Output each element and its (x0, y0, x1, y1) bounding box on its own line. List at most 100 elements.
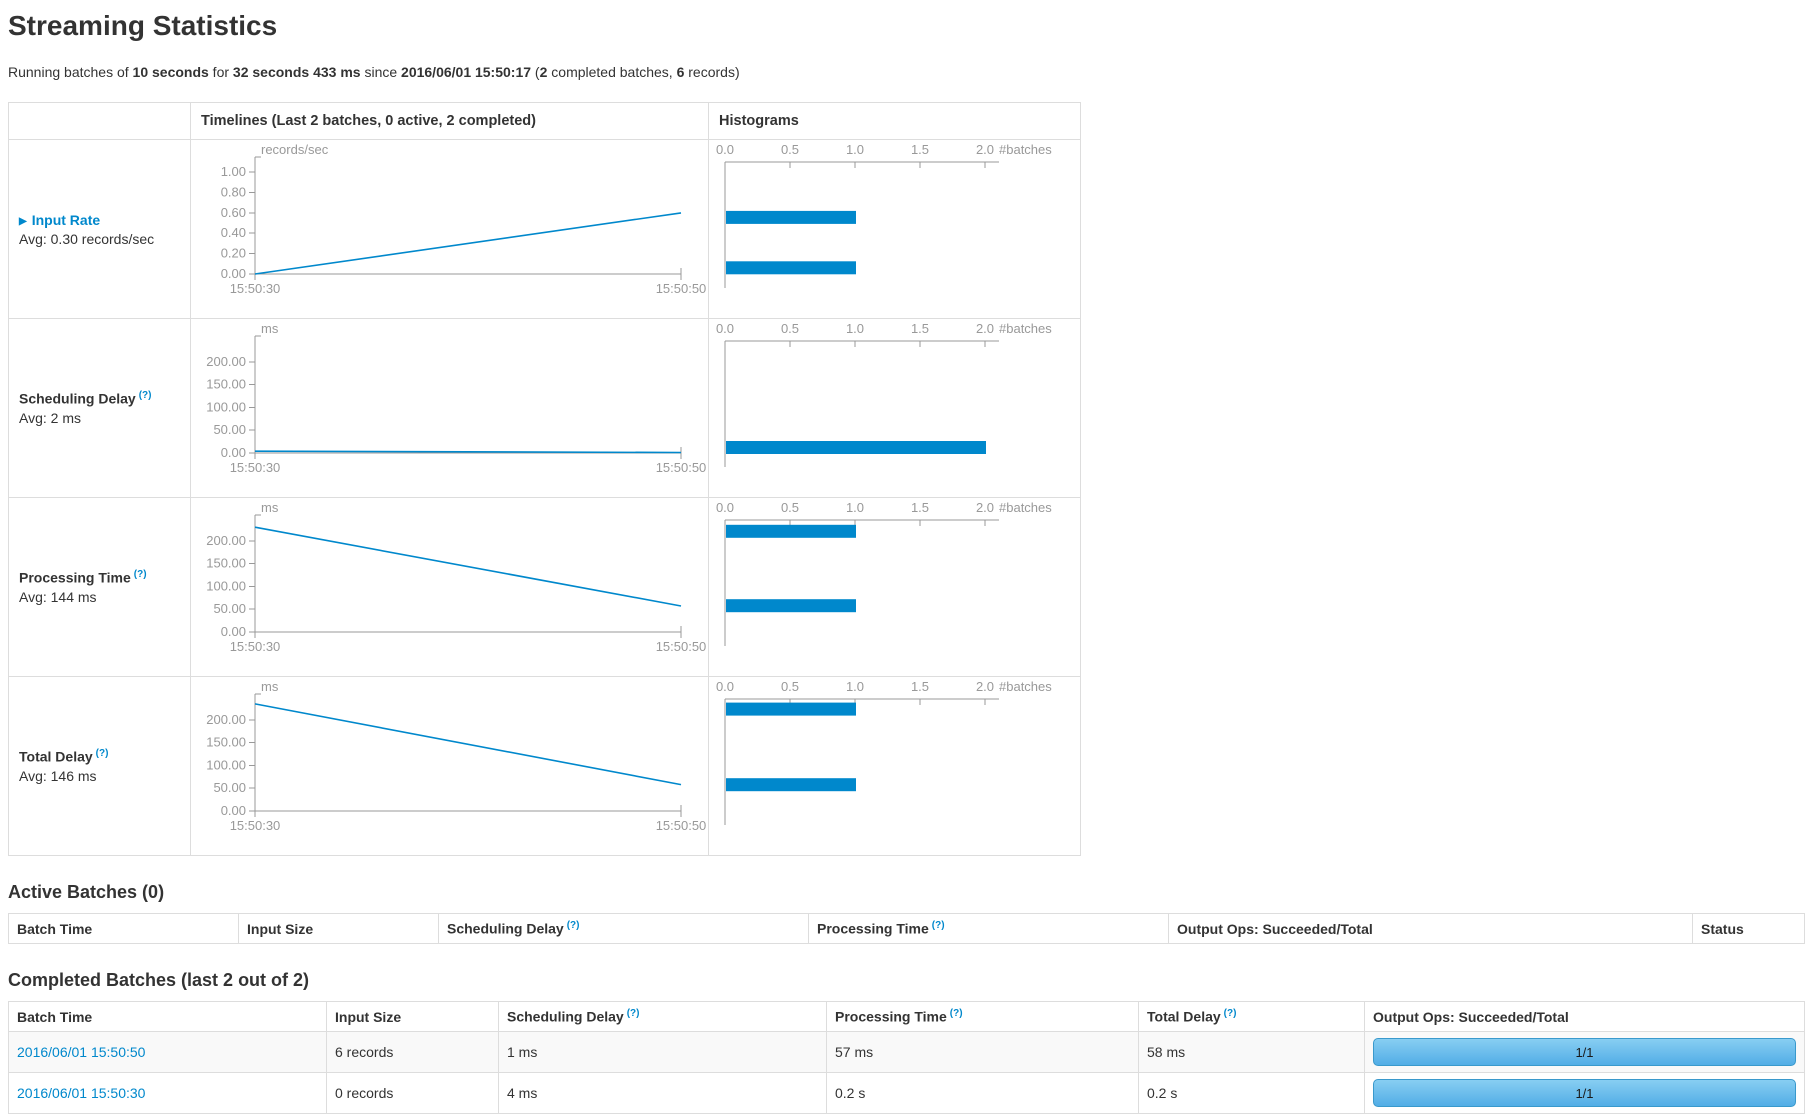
stats-header-row: Timelines (Last 2 batches, 0 active, 2 c… (8, 102, 1081, 140)
histogram-chart-processing-time: 0.0 0.5 1.0 1.5 2.0 #batches (716, 500, 1052, 646)
summary-segment: for (208, 64, 233, 80)
y-tick-label: 0.80 (221, 184, 246, 199)
x-tick-label: 15:50:50 (656, 639, 707, 654)
page-title: Streaming Statistics (8, 10, 278, 41)
column-header-text: Total Delay (1147, 1008, 1221, 1025)
histogram-bar (726, 210, 856, 224)
column-header-text: Status (1701, 920, 1744, 937)
y-tick-label: 0.40 (221, 225, 246, 240)
summary-segment: 2016/06/01 15:50:17 (401, 64, 532, 80)
help-icon[interactable]: (?) (133, 569, 147, 581)
batch-time-link[interactable]: 2016/06/01 15:50:30 (17, 1085, 146, 1101)
hist-tick-label: 0.5 (781, 500, 799, 515)
active-batches-table: Batch Time Input Size Scheduling Delay (?) P… (8, 913, 1805, 944)
y-tick-label: 100.00 (206, 757, 246, 772)
stats-row-total-delay: Total Delay (?) Avg: 146 ms ms 200.00 150.00 1… (8, 676, 1081, 856)
summary-segment: completed batches, (547, 64, 677, 80)
summary-segment: 6 (676, 64, 685, 80)
metric-label-text: Scheduling Delay (19, 390, 136, 407)
timeline-unit-label: records/sec (261, 142, 329, 157)
metric-label-cell-input-rate: ▶ Input Rate Avg: 0.30 records/sec (8, 139, 191, 319)
metric-label-text: Total Delay (19, 748, 93, 765)
column-header-text: Output Ops: Succeeded/Total (1177, 920, 1373, 937)
hist-tick-label: 0.5 (781, 679, 799, 694)
input-size-cell: 0 records (326, 1072, 499, 1114)
x-tick-label: 15:50:30 (230, 818, 281, 833)
timeline-unit-label: ms (261, 679, 279, 694)
column-header-processing-time: Processing Time (?) (826, 1001, 1139, 1032)
stats-row-processing-time: Processing Time (?) Avg: 144 ms ms 200.00 150… (8, 497, 1081, 677)
metric-avg-text: Avg: 0.30 records/sec (19, 230, 155, 247)
histogram-bar (726, 524, 856, 538)
timeline-data-line (254, 450, 682, 454)
y-tick-label: 150.00 (206, 377, 246, 392)
hist-tick-label: 1.0 (846, 321, 864, 336)
column-header-scheduling-delay: Scheduling Delay (?) (438, 913, 809, 944)
help-icon[interactable]: (?) (1223, 1008, 1237, 1020)
y-tick-label: 0.60 (221, 205, 246, 220)
summary-segment: Running batches of (8, 64, 133, 80)
histogram-cell-processing-time: 0.0 0.5 1.0 1.5 2.0 #batches (708, 497, 1081, 677)
column-header-scheduling-delay: Scheduling Delay (?) (498, 1001, 827, 1032)
summary-segment: ( (531, 64, 540, 80)
hist-tick-label: 1.0 (846, 500, 864, 515)
scheduling-delay-cell: 4 ms (498, 1072, 827, 1114)
timeline-chart-input-rate: records/sec1.000.800.600.400.200.0015:50… (221, 142, 707, 296)
hist-tick-label: 2.0 (976, 679, 994, 694)
x-tick-label: 15:50:50 (656, 460, 707, 475)
summary-segment: since (360, 64, 402, 80)
hist-batches-label: #batches (999, 500, 1052, 515)
help-icon[interactable]: (?) (566, 920, 580, 932)
batch-time-link[interactable]: 2016/06/01 15:50:50 (17, 1044, 146, 1060)
help-icon[interactable]: (?) (949, 1008, 963, 1020)
timeline-data-line (254, 526, 682, 607)
histogram-cell-input-rate: 0.0 0.5 1.0 1.5 2.0 #batches (708, 139, 1081, 319)
expand-caret-icon[interactable]: ▶ (19, 215, 27, 227)
metric-name-input-rate[interactable]: ▶ Input Rate (19, 212, 180, 228)
completed-batches-header-row: Batch Time Input Size Scheduling Delay (?) P… (8, 1001, 1805, 1032)
active-batches-header-row: Batch Time Input Size Scheduling Delay (?) P… (8, 913, 1805, 944)
help-icon[interactable]: (?) (931, 920, 945, 932)
histogram-bar (726, 599, 856, 613)
column-header-text: Scheduling Delay (447, 920, 564, 937)
hist-tick-label: 1.5 (911, 500, 929, 515)
output-ops-progress-text: 1/1 (1575, 1085, 1594, 1101)
y-tick-label: 0.00 (221, 266, 246, 281)
histogram-bar (726, 261, 856, 275)
timeline-cell-scheduling-delay: ms 200.00 150.00 100.00 50.00 0.00 15:50:30 15:… (190, 318, 709, 498)
metric-name-processing-time: Processing Time (?) (19, 569, 180, 586)
processing-time-cell: 0.2 s (826, 1072, 1139, 1114)
timeline-data-line (254, 212, 682, 275)
hist-tick-label: 0.5 (781, 321, 799, 336)
y-tick-label: 200.00 (206, 533, 246, 548)
help-icon[interactable]: (?) (138, 390, 152, 402)
timeline-cell-processing-time: ms 200.00 150.00 100.00 50.00 0.00 15:50:30 15:… (190, 497, 709, 677)
hist-tick-label: 1.5 (911, 321, 929, 336)
output-ops-progress-text: 1/1 (1575, 1044, 1594, 1060)
hist-tick-label: 2.0 (976, 500, 994, 515)
y-tick-label: 150.00 (206, 735, 246, 750)
stats-header-timelines: Timelines (Last 2 batches, 0 active, 2 c… (190, 102, 709, 140)
y-tick-label: 0.00 (221, 803, 246, 818)
histogram-cell-total-delay: 0.0 0.5 1.0 1.5 2.0 #batches (708, 676, 1081, 856)
help-icon[interactable]: (?) (95, 748, 109, 760)
hist-tick-label: 2.0 (976, 142, 994, 157)
timeline-unit-label: ms (261, 321, 279, 336)
y-tick-label: 50.00 (213, 780, 246, 795)
metric-name-total-delay: Total Delay (?) (19, 748, 180, 765)
summary-segment: 2 (539, 64, 548, 80)
column-header-text: Processing Time (835, 1008, 947, 1025)
column-header-text: Scheduling Delay (507, 1008, 624, 1025)
x-tick-label: 15:50:30 (230, 639, 281, 654)
x-tick-label: 15:50:30 (230, 460, 281, 475)
help-icon[interactable]: (?) (626, 1008, 640, 1020)
hist-tick-label: 2.0 (976, 321, 994, 336)
stats-header-empty (8, 102, 191, 140)
y-tick-label: 0.00 (221, 624, 246, 639)
hist-batches-label: #batches (999, 679, 1052, 694)
y-tick-label: 50.00 (213, 422, 246, 437)
y-tick-label: 100.00 (206, 578, 246, 593)
